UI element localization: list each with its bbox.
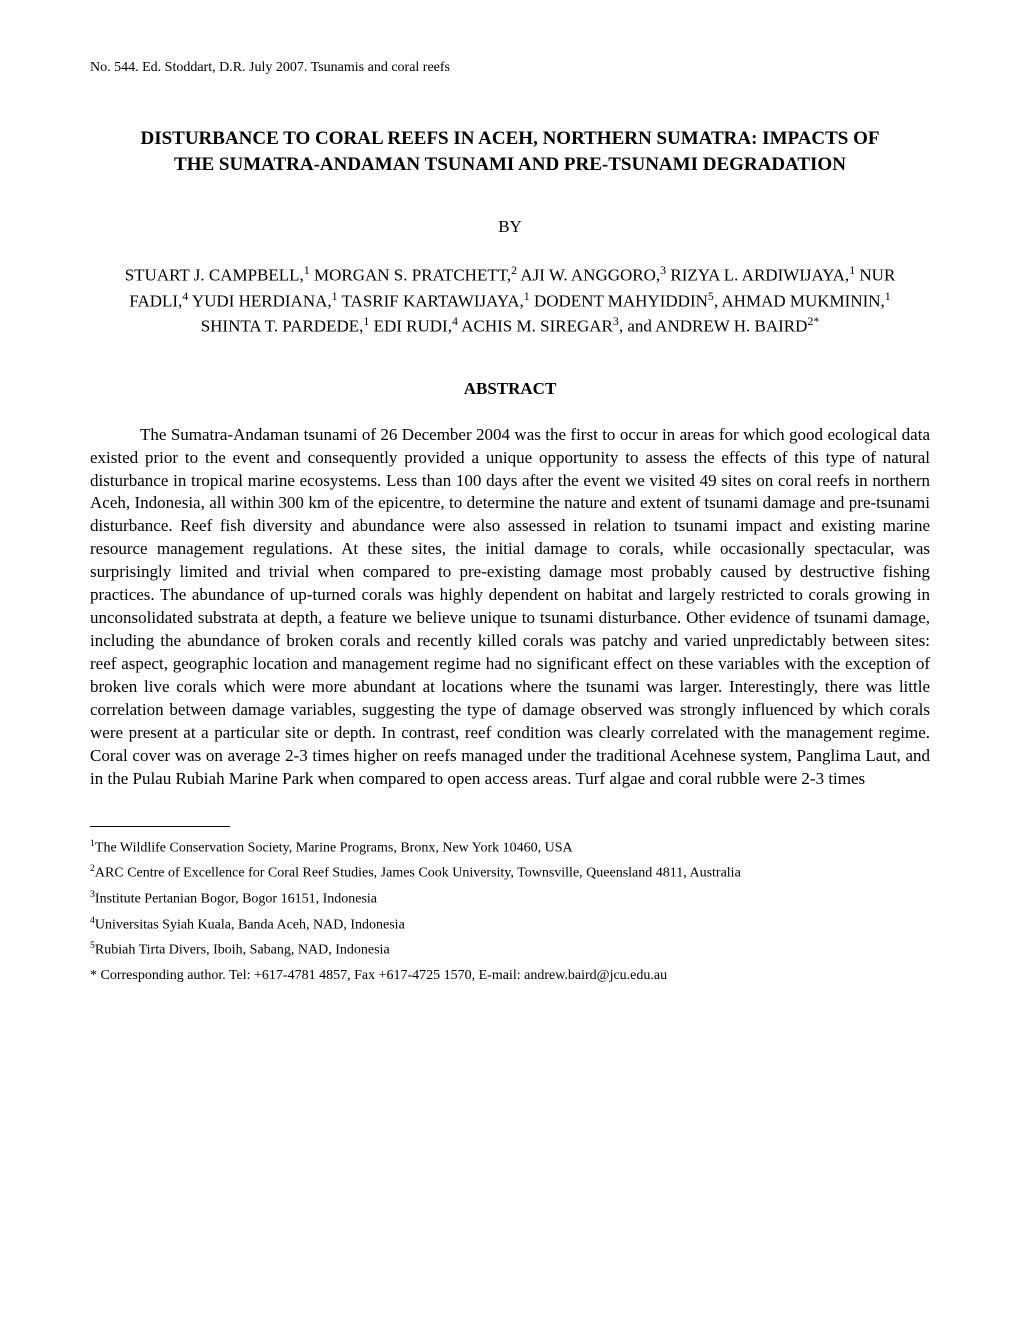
footnote-item: 5Rubiah Tirta Divers, Iboih, Sabang, NAD… (90, 939, 930, 961)
footnote-item: 4Universitas Syiah Kuala, Banda Aceh, NA… (90, 914, 930, 936)
footnotes-container: 1The Wildlife Conservation Society, Mari… (90, 837, 930, 986)
by-line: BY (90, 217, 930, 237)
abstract-heading: ABSTRACT (90, 379, 930, 399)
footnote-item: 2ARC Centre of Excellence for Coral Reef… (90, 862, 930, 884)
paper-title: DISTURBANCE TO CORAL REEFS IN ACEH, NORT… (120, 126, 900, 177)
abstract-body: The Sumatra-Andaman tsunami of 26 Decemb… (90, 424, 930, 791)
footnote-divider (90, 826, 230, 827)
authors-list: STUART J. CAMPBELL,1 MORGAN S. PRATCHETT… (100, 262, 920, 338)
footnote-item: 3Institute Pertanian Bogor, Bogor 16151,… (90, 888, 930, 910)
publication-header: No. 544. Ed. Stoddart, D.R. July 2007. T… (90, 60, 930, 76)
footnote-item: * Corresponding author. Tel: +617-4781 4… (90, 965, 930, 986)
footnote-item: 1The Wildlife Conservation Society, Mari… (90, 837, 930, 859)
